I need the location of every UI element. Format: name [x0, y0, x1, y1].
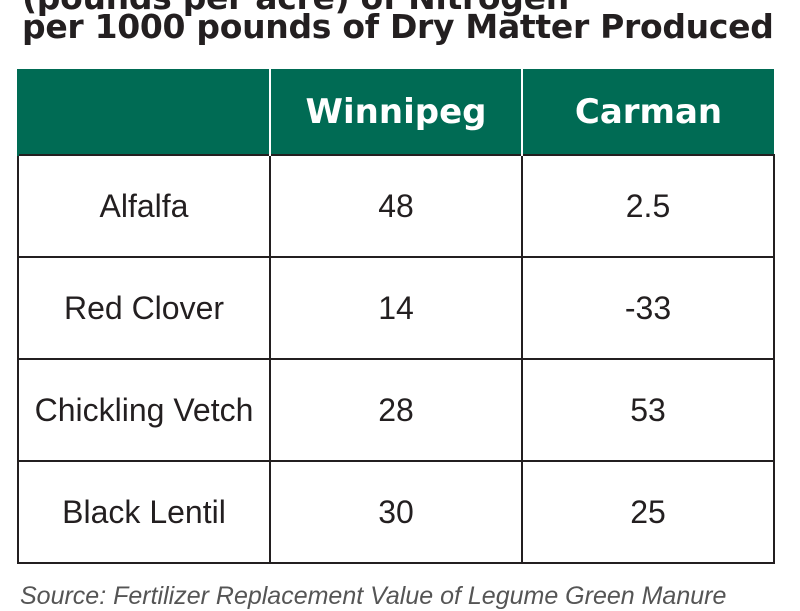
carman-value: 2.5 [521, 154, 775, 258]
table-row: Alfalfa 48 2.5 [17, 154, 775, 258]
nitrogen-table: Winnipeg Carman Alfalfa 48 2.5 Red Clove… [17, 69, 775, 564]
header-cell-blank [17, 69, 270, 155]
winnipeg-value: 28 [269, 358, 523, 462]
table-title-line-2: per 1000 pounds of Dry Matter Produced [22, 7, 774, 46]
header-row: Winnipeg Carman [17, 69, 774, 155]
carman-value: 53 [521, 358, 775, 462]
row-label: Red Clover [17, 256, 271, 360]
winnipeg-value: 48 [269, 154, 523, 258]
row-label: Alfalfa [17, 154, 271, 258]
header-cell-carman: Carman [521, 69, 774, 155]
carman-value: -33 [521, 256, 775, 360]
table-row: Black Lentil 30 25 [17, 460, 775, 564]
table-title-line-1: (pounds per acre) of Nitrogen [22, 0, 790, 18]
header-cell-winnipeg: Winnipeg [269, 69, 522, 155]
winnipeg-value: 30 [269, 460, 523, 564]
source-citation: Source: Fertilizer Replacement Value of … [20, 582, 727, 610]
row-label: Black Lentil [17, 460, 271, 564]
table-row: Chickling Vetch 28 53 [17, 358, 775, 462]
winnipeg-value: 14 [269, 256, 523, 360]
table-row: Red Clover 14 -33 [17, 256, 775, 360]
carman-value: 25 [521, 460, 775, 564]
row-label: Chickling Vetch [17, 358, 271, 462]
